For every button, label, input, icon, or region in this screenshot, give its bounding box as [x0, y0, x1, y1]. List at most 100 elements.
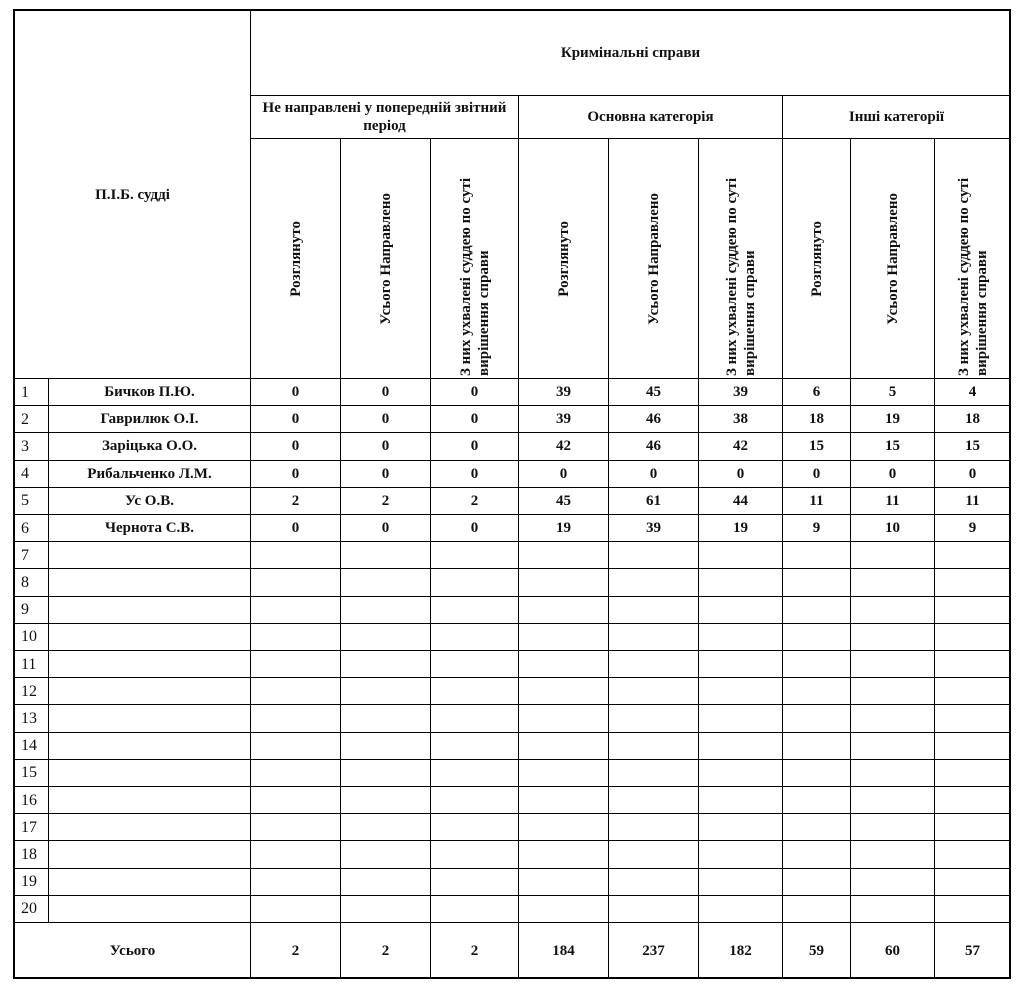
group-header-text: Не направлені у попередній звітний періо… — [262, 100, 507, 134]
value-cell-text: 11 — [965, 492, 980, 509]
value-cell-text: 0 — [381, 520, 390, 537]
judge-name: Чернота С.В. — [48, 514, 251, 543]
value-cell — [698, 731, 783, 760]
value-cell: 10 — [850, 514, 935, 543]
total-value-text: 59 — [809, 942, 824, 959]
value-cell-text: 0 — [470, 411, 479, 428]
column-header-text: Усього Направлено — [645, 192, 662, 325]
row-number: 18 — [14, 840, 49, 869]
value-cell: 42 — [518, 432, 609, 461]
value-cell — [698, 677, 783, 706]
value-cell-text: 0 — [649, 465, 658, 482]
total-value: 184 — [518, 922, 609, 979]
row-number-text: 7 — [21, 546, 29, 564]
row-number: 9 — [14, 595, 49, 624]
value-cell: 39 — [698, 378, 783, 407]
column-header: Усього Направлено — [340, 138, 431, 379]
column-header-text: Усього Направлено — [884, 192, 901, 325]
value-cell-text: 0 — [470, 465, 479, 482]
total-value-text: 182 — [729, 942, 752, 959]
group-header: Не направлені у попередній звітний періо… — [250, 95, 519, 139]
value-cell: 2 — [340, 486, 431, 515]
table-title: Кримінальні справи — [250, 10, 1011, 96]
value-cell-text: 18 — [965, 411, 980, 428]
value-cell-text: 0 — [470, 520, 479, 537]
value-cell: 11 — [850, 486, 935, 515]
value-cell — [250, 541, 341, 570]
row-number-text: 16 — [21, 791, 37, 809]
value-cell — [698, 894, 783, 923]
value-cell — [518, 541, 609, 570]
column-header: Усього Направлено — [608, 138, 699, 379]
value-cell — [518, 622, 609, 651]
value-cell-text: 0 — [291, 465, 300, 482]
row-number-text: 20 — [21, 900, 37, 918]
value-cell — [518, 704, 609, 733]
value-cell — [850, 867, 935, 896]
judge-header: П.І.Б. судді — [14, 10, 251, 379]
row-number-text: 14 — [21, 737, 37, 755]
row-number: 14 — [14, 731, 49, 760]
value-cell — [850, 758, 935, 787]
column-header: Розглянуто — [518, 138, 609, 379]
value-cell-text: 39 — [556, 384, 571, 401]
value-cell — [250, 622, 341, 651]
judge-name — [48, 595, 251, 624]
value-cell: 0 — [340, 432, 431, 461]
value-cell — [698, 541, 783, 570]
value-cell: 45 — [608, 378, 699, 407]
column-header: З них ухвалені суддею по суті вирішення … — [430, 138, 519, 379]
column-header: Розглянуто — [250, 138, 341, 379]
judge-name — [48, 894, 251, 923]
judge-name — [48, 758, 251, 787]
value-cell — [250, 758, 341, 787]
value-cell — [698, 758, 783, 787]
total-value: 237 — [608, 922, 699, 979]
value-cell: 0 — [340, 514, 431, 543]
value-cell-text: 19 — [885, 411, 900, 428]
judge-name — [48, 541, 251, 570]
value-cell: 0 — [340, 378, 431, 407]
value-cell — [340, 704, 431, 733]
value-cell — [850, 786, 935, 815]
judge-header-text: П.І.Б. судді — [95, 186, 170, 203]
judge-name — [48, 677, 251, 706]
value-cell — [608, 650, 699, 679]
row-number: 16 — [14, 786, 49, 815]
value-cell — [518, 677, 609, 706]
value-cell: 19 — [698, 514, 783, 543]
value-cell — [850, 840, 935, 869]
value-cell — [340, 813, 431, 842]
value-cell — [340, 622, 431, 651]
value-cell — [698, 568, 783, 597]
value-cell — [518, 595, 609, 624]
group-header-text: Інші категорії — [848, 109, 945, 125]
row-number-text: 5 — [21, 492, 29, 510]
value-cell: 19 — [518, 514, 609, 543]
value-cell-text: 5 — [888, 384, 897, 401]
value-cell: 6 — [782, 378, 851, 407]
value-cell-text: 0 — [470, 384, 479, 401]
value-cell — [340, 758, 431, 787]
value-cell-text: 15 — [809, 438, 824, 455]
judge-name-text: Заріцька О.О. — [101, 438, 197, 455]
value-cell: 0 — [340, 405, 431, 434]
value-cell — [934, 704, 1011, 733]
value-cell — [518, 840, 609, 869]
total-value-text: 184 — [552, 942, 575, 959]
column-header-text: З них ухвалені суддею по суті вирішення … — [457, 177, 492, 376]
value-cell — [518, 731, 609, 760]
judge-name — [48, 731, 251, 760]
value-cell-text: 2 — [381, 492, 390, 509]
row-number: 13 — [14, 704, 49, 733]
value-cell: 19 — [850, 405, 935, 434]
value-cell: 4 — [934, 378, 1011, 407]
value-cell-text: 45 — [556, 492, 571, 509]
value-cell-text: 39 — [733, 384, 748, 401]
value-cell-text: 39 — [556, 411, 571, 428]
judge-name-text: Чернота С.В. — [104, 520, 195, 537]
value-cell — [782, 758, 851, 787]
value-cell — [340, 867, 431, 896]
row-number: 10 — [14, 622, 49, 651]
row-number: 5 — [14, 486, 49, 515]
